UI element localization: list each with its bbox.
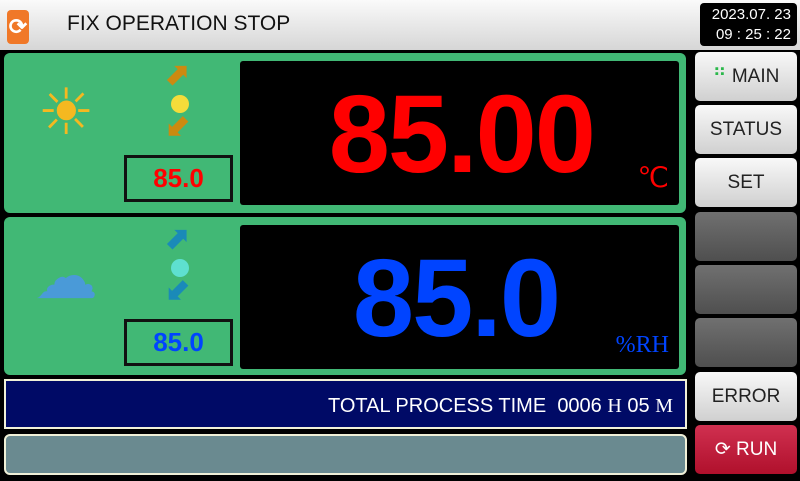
humidity-setpoint[interactable]: 85.0	[124, 319, 233, 366]
page-title: FIX OPERATION STOP	[67, 12, 291, 35]
humidity-trend-icon: ⬈ ⬋	[165, 222, 191, 307]
run-button[interactable]: ⟳ RUN	[695, 425, 797, 474]
rain-cloud-icon: ☁	[34, 240, 98, 312]
blank-button-1	[695, 212, 797, 261]
temperature-display: 85.00 ℃	[240, 61, 679, 205]
error-button[interactable]: ERROR	[695, 372, 797, 421]
grid-icon: ⠛	[712, 66, 732, 87]
thermometer-sun-icon: ☀	[37, 76, 95, 148]
hours-unit: H	[607, 395, 622, 417]
process-time-bar: TOTAL PROCESS TIME 0006 H 05 M	[4, 379, 687, 429]
humidity-unit: %RH	[615, 332, 669, 358]
set-button[interactable]: SET	[695, 158, 797, 207]
refresh-icon: ⟳	[714, 439, 737, 460]
humidity-panel: ☁ ⬈ ⬋ 85.0 85.0 %RH	[4, 217, 686, 375]
clock: 2023.07. 23 09 : 25 : 22	[700, 3, 797, 46]
run-label: RUN	[736, 439, 778, 460]
temperature-unit: ℃	[637, 163, 669, 194]
temperature-setpoint[interactable]: 85.0	[124, 155, 233, 202]
refresh-icon[interactable]: ⟳	[7, 10, 29, 44]
date: 2023.07. 23	[711, 6, 791, 23]
blank-button-3	[695, 318, 797, 367]
temperature-present-value: 85.00	[328, 73, 596, 196]
temperature-panel: ☀ ⬈ ⬋ 85.0 85.00 ℃	[4, 53, 686, 213]
humidity-present-value: 85.0	[352, 237, 561, 360]
process-hours: 0006	[557, 395, 602, 417]
header-bar: ⟳ FIX OPERATION STOP 2023.07. 23 09 : 25…	[0, 0, 800, 50]
status-button[interactable]: STATUS	[695, 105, 797, 154]
time: 09 : 25 : 22	[715, 26, 791, 43]
main-label: MAIN	[731, 66, 780, 87]
main-button[interactable]: ⠛ MAIN	[695, 52, 797, 101]
process-minutes: 05	[627, 395, 650, 417]
humidity-display: 85.0 %RH	[240, 225, 679, 369]
process-time-label: TOTAL PROCESS TIME	[327, 395, 547, 417]
minutes-unit: M	[655, 395, 673, 417]
blank-button-2	[695, 265, 797, 314]
message-bar	[4, 434, 687, 475]
temperature-trend-icon: ⬈ ⬋	[165, 58, 191, 143]
